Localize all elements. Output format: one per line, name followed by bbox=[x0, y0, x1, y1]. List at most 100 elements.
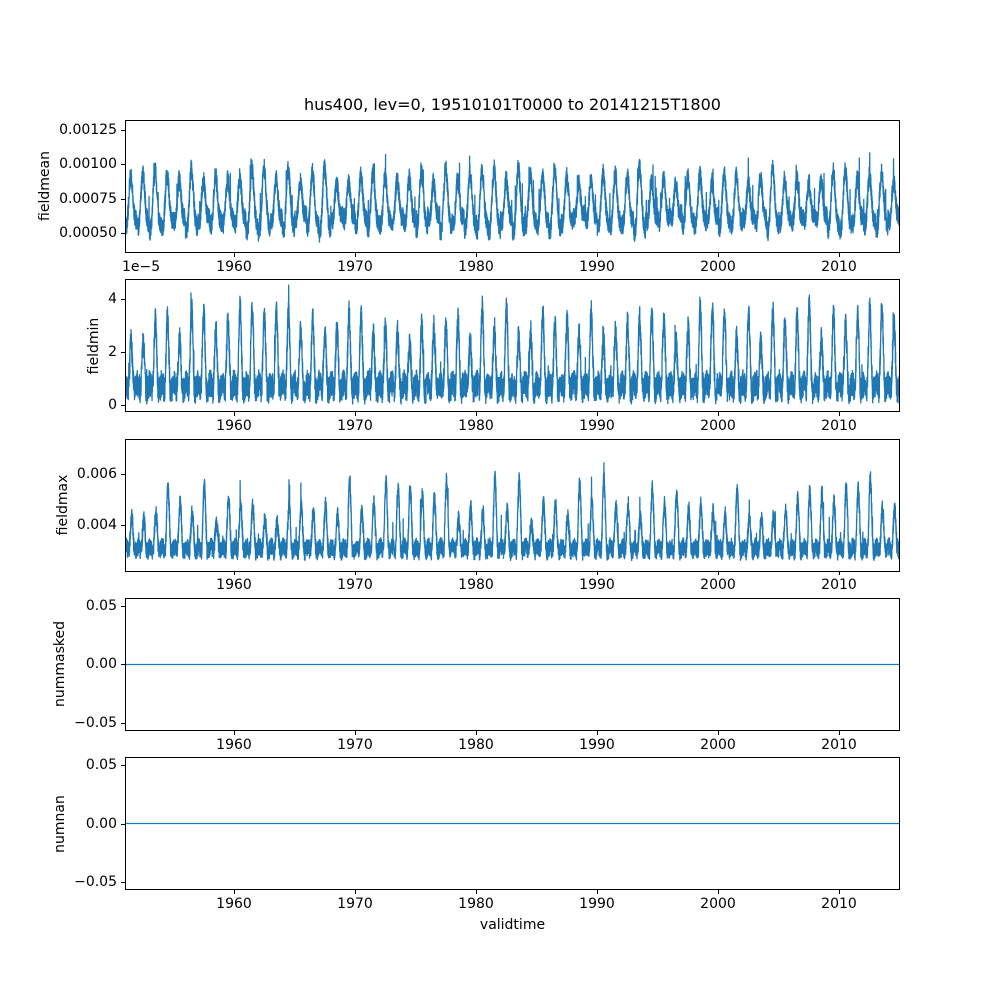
x-tick bbox=[355, 571, 356, 575]
x-tick bbox=[718, 890, 719, 894]
axes-frame-fieldmean bbox=[125, 120, 900, 253]
y-tick-label: 0.05 bbox=[85, 598, 117, 614]
y-tick bbox=[121, 405, 125, 406]
x-tick bbox=[234, 412, 235, 416]
x-tick-label: 1970 bbox=[337, 737, 373, 753]
y-tick-label: 0.006 bbox=[76, 466, 117, 482]
x-tick bbox=[234, 253, 235, 257]
x-tick-label: 1970 bbox=[337, 418, 373, 434]
x-tick-label: 2010 bbox=[821, 896, 857, 912]
y-tick bbox=[121, 525, 125, 526]
x-tick-label: 1980 bbox=[458, 418, 494, 434]
x-tick-label: 1970 bbox=[337, 577, 373, 593]
series-canvas-nummasked bbox=[125, 598, 900, 731]
x-tick bbox=[718, 253, 719, 257]
x-tick bbox=[476, 571, 477, 575]
y-tick-label: 2 bbox=[108, 344, 117, 360]
x-tick bbox=[597, 731, 598, 735]
series-canvas-fieldmean bbox=[125, 120, 900, 253]
x-tick bbox=[476, 412, 477, 416]
x-tick-label: 1980 bbox=[458, 896, 494, 912]
axes-frame-fieldmax bbox=[125, 439, 900, 572]
x-tick bbox=[355, 253, 356, 257]
x-tick bbox=[839, 571, 840, 575]
x-tick bbox=[718, 412, 719, 416]
y-tick bbox=[121, 352, 125, 353]
x-tick-label: 1960 bbox=[216, 418, 252, 434]
x-tick-label: 2000 bbox=[700, 896, 736, 912]
y-tick bbox=[121, 606, 125, 607]
x-tick-label: 1990 bbox=[579, 737, 615, 753]
x-tick bbox=[476, 890, 477, 894]
y-tick bbox=[121, 474, 125, 475]
x-tick bbox=[355, 890, 356, 894]
x-tick-label: 1980 bbox=[458, 259, 494, 275]
y-tick-label: 0.00100 bbox=[59, 156, 117, 172]
x-tick bbox=[718, 571, 719, 575]
x-tick-label: 2000 bbox=[700, 737, 736, 753]
y-tick-label: 0 bbox=[108, 397, 117, 413]
y-axis-offset-label: 1e−5 bbox=[122, 259, 161, 275]
x-tick bbox=[839, 731, 840, 735]
x-tick bbox=[597, 571, 598, 575]
x-tick-label: 1960 bbox=[216, 259, 252, 275]
x-tick-label: 1980 bbox=[458, 737, 494, 753]
y-axis-label-numnan: numnan bbox=[52, 795, 69, 853]
x-tick bbox=[839, 890, 840, 894]
series-canvas-fieldmin bbox=[125, 279, 900, 412]
x-tick-label: 2010 bbox=[821, 577, 857, 593]
y-tick-label: 0.00125 bbox=[59, 122, 117, 138]
y-tick-label: 0.00 bbox=[85, 816, 117, 832]
y-axis-label-fieldmean: fieldmean bbox=[37, 151, 54, 221]
y-tick bbox=[121, 664, 125, 665]
y-tick bbox=[121, 130, 125, 131]
x-tick-label: 1960 bbox=[216, 577, 252, 593]
x-tick-label: 2010 bbox=[821, 418, 857, 434]
x-tick bbox=[234, 731, 235, 735]
x-tick-label: 1980 bbox=[458, 577, 494, 593]
x-tick bbox=[476, 731, 477, 735]
x-tick-label: 1990 bbox=[579, 418, 615, 434]
axes-frame-nummasked bbox=[125, 598, 900, 731]
x-tick bbox=[839, 253, 840, 257]
y-tick bbox=[121, 233, 125, 234]
y-tick-label: 4 bbox=[108, 291, 117, 307]
axes-frame-numnan bbox=[125, 757, 900, 890]
y-tick-label: 0.05 bbox=[85, 757, 117, 773]
x-tick bbox=[234, 571, 235, 575]
x-tick-label: 1970 bbox=[337, 259, 373, 275]
y-tick bbox=[121, 765, 125, 766]
x-tick-label: 2010 bbox=[821, 259, 857, 275]
x-tick bbox=[839, 412, 840, 416]
x-tick bbox=[718, 731, 719, 735]
x-tick bbox=[597, 253, 598, 257]
x-tick bbox=[355, 731, 356, 735]
x-tick-label: 1960 bbox=[216, 737, 252, 753]
y-tick bbox=[121, 164, 125, 165]
x-tick-label: 2000 bbox=[700, 259, 736, 275]
y-axis-label-nummasked: nummasked bbox=[52, 621, 69, 708]
y-tick-label: 0.004 bbox=[76, 517, 117, 533]
x-tick bbox=[597, 890, 598, 894]
y-tick-label: −0.05 bbox=[74, 874, 117, 890]
axes-frame-fieldmin bbox=[125, 279, 900, 412]
y-tick-label: 0.00075 bbox=[59, 191, 117, 207]
x-axis-label: validtime bbox=[479, 917, 546, 933]
y-tick bbox=[121, 824, 125, 825]
x-tick-label: 1990 bbox=[579, 259, 615, 275]
x-tick-label: 2010 bbox=[821, 737, 857, 753]
x-tick-label: 1990 bbox=[579, 896, 615, 912]
x-tick bbox=[234, 890, 235, 894]
x-tick bbox=[355, 412, 356, 416]
series-canvas-fieldmax bbox=[125, 439, 900, 572]
x-tick-label: 2000 bbox=[700, 418, 736, 434]
x-tick-label: 1990 bbox=[579, 577, 615, 593]
x-tick bbox=[476, 253, 477, 257]
y-tick-label: 0.00050 bbox=[59, 225, 117, 241]
y-axis-label-fieldmax: fieldmax bbox=[54, 474, 71, 536]
x-tick-label: 1970 bbox=[337, 896, 373, 912]
chart-title: hus400, lev=0, 19510101T0000 to 20141215… bbox=[304, 95, 721, 114]
x-tick-label: 2000 bbox=[700, 577, 736, 593]
y-tick bbox=[121, 723, 125, 724]
